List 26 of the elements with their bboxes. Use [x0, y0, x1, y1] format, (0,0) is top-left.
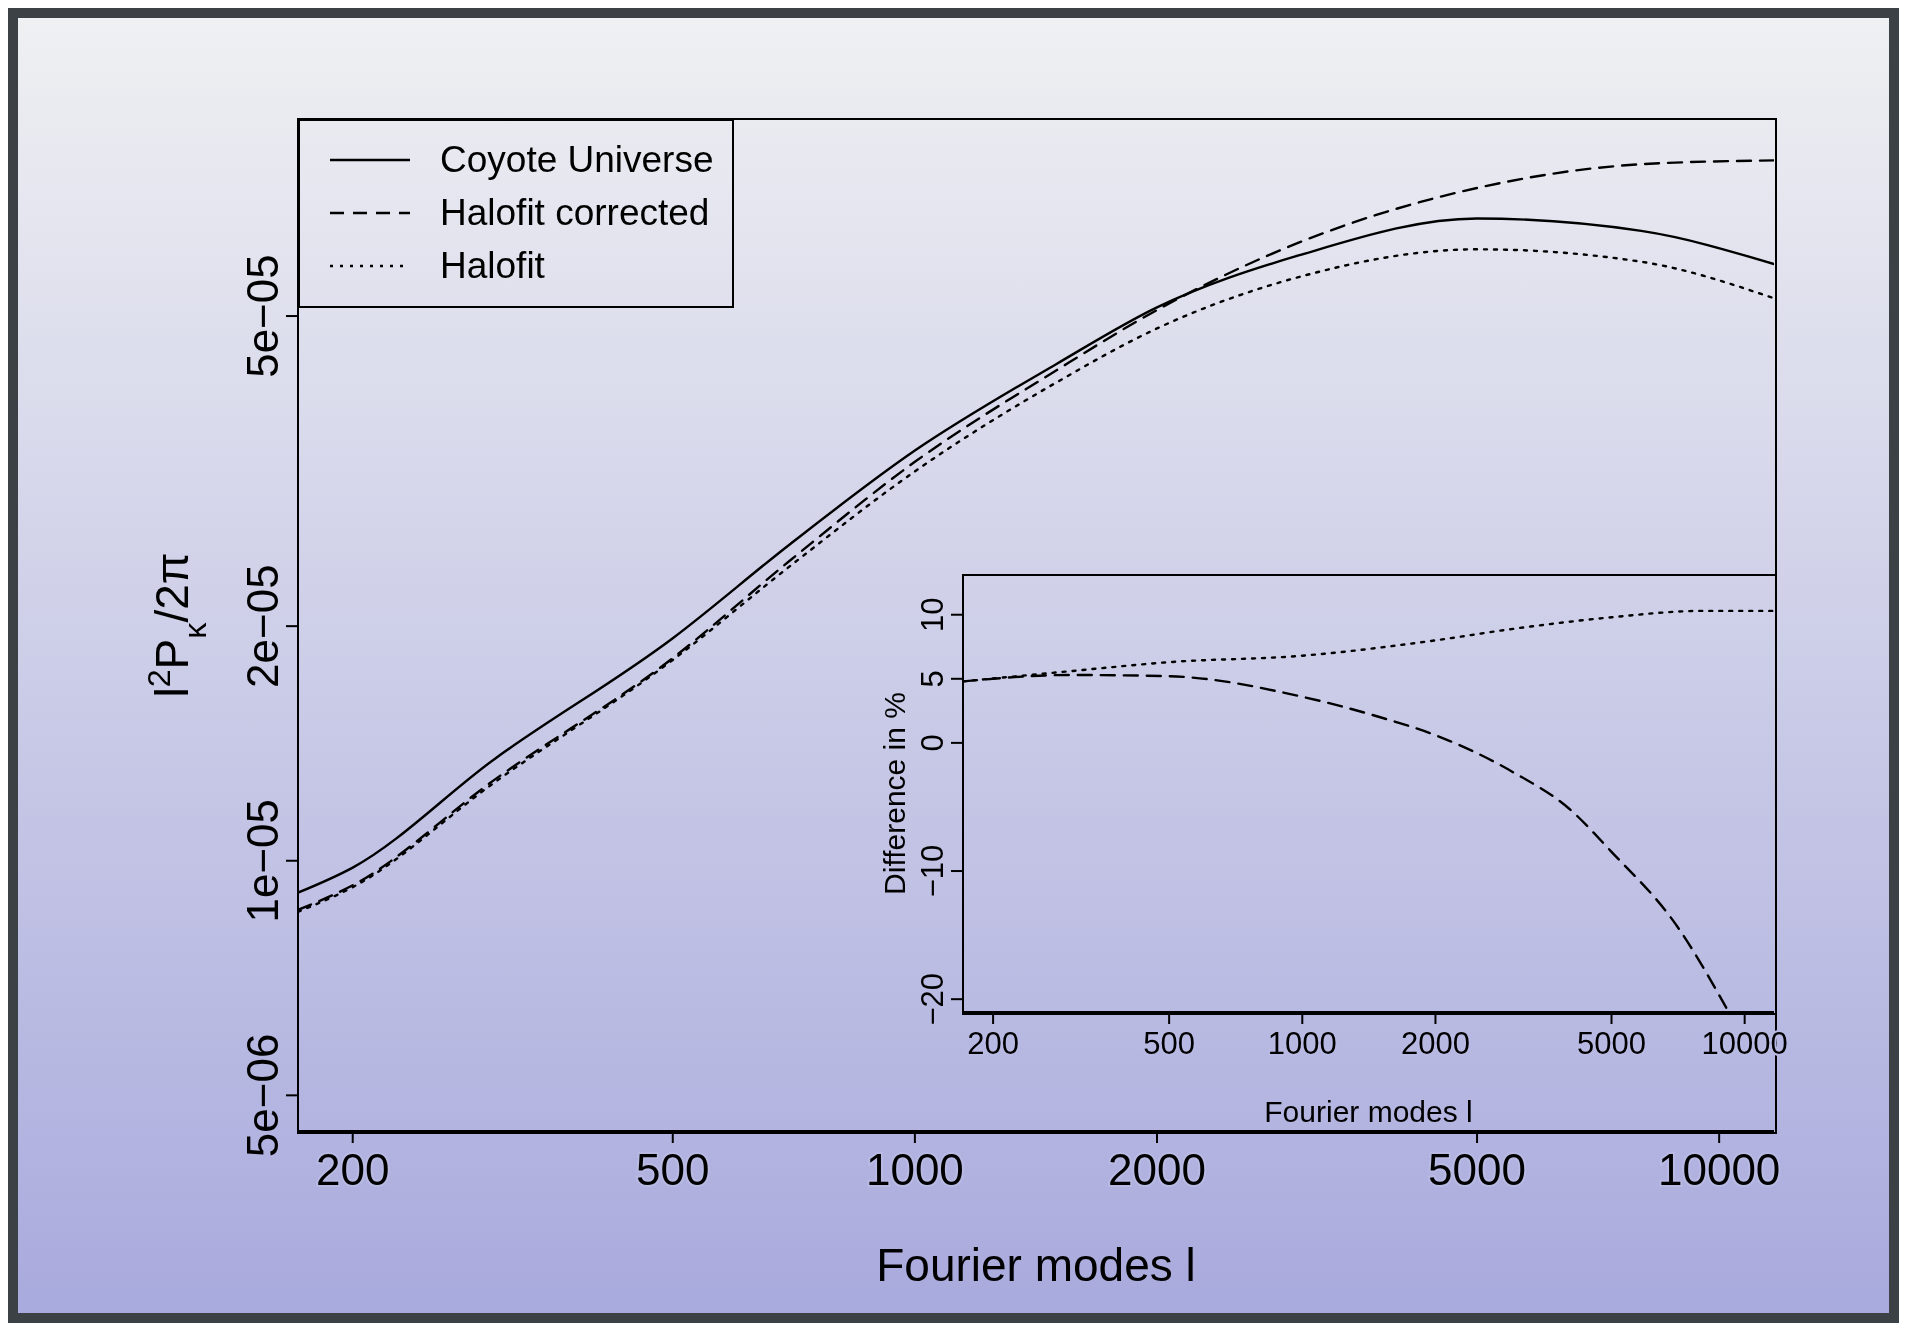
x-tick-label: 5000	[1428, 1144, 1526, 1194]
legend-label: Halofit	[440, 244, 545, 287]
y-tick-label: 5	[915, 670, 950, 688]
x-tick-label: 1000	[1267, 1025, 1337, 1061]
y-tick-label: 0	[915, 734, 950, 752]
y-tick-label: 2e−05	[238, 564, 287, 688]
x-tick-label: 2000	[1400, 1025, 1470, 1061]
y-tick-label: 5e−05	[238, 254, 287, 378]
x-axis-title: Fourier modes l	[1264, 1095, 1473, 1128]
y-axis-title: Difference in %	[878, 692, 911, 895]
x-axis-title: Fourier modes l	[876, 1239, 1196, 1291]
legend-label: Halofit corrected	[440, 191, 710, 234]
y-tick-label: 10	[915, 597, 950, 632]
x-tick-label: 1000	[865, 1144, 964, 1194]
x-tick-label: 10000	[1657, 1144, 1781, 1194]
y-tick-label: 5e−06	[238, 1033, 287, 1158]
y-tick-label: 1e−05	[238, 798, 287, 923]
legend-label: Coyote Universe	[440, 138, 714, 181]
x-tick-label: 200	[967, 1025, 1019, 1061]
y-tick-label: −10	[915, 844, 950, 898]
x-tick-label: 2000	[1108, 1144, 1206, 1194]
x-tick-label: 500	[636, 1144, 710, 1194]
x-tick-label: 200	[316, 1144, 390, 1194]
x-tick-label: 5000	[1577, 1025, 1646, 1061]
y-tick-label: −20	[915, 972, 950, 1026]
x-tick-label: 500	[1143, 1025, 1195, 1061]
